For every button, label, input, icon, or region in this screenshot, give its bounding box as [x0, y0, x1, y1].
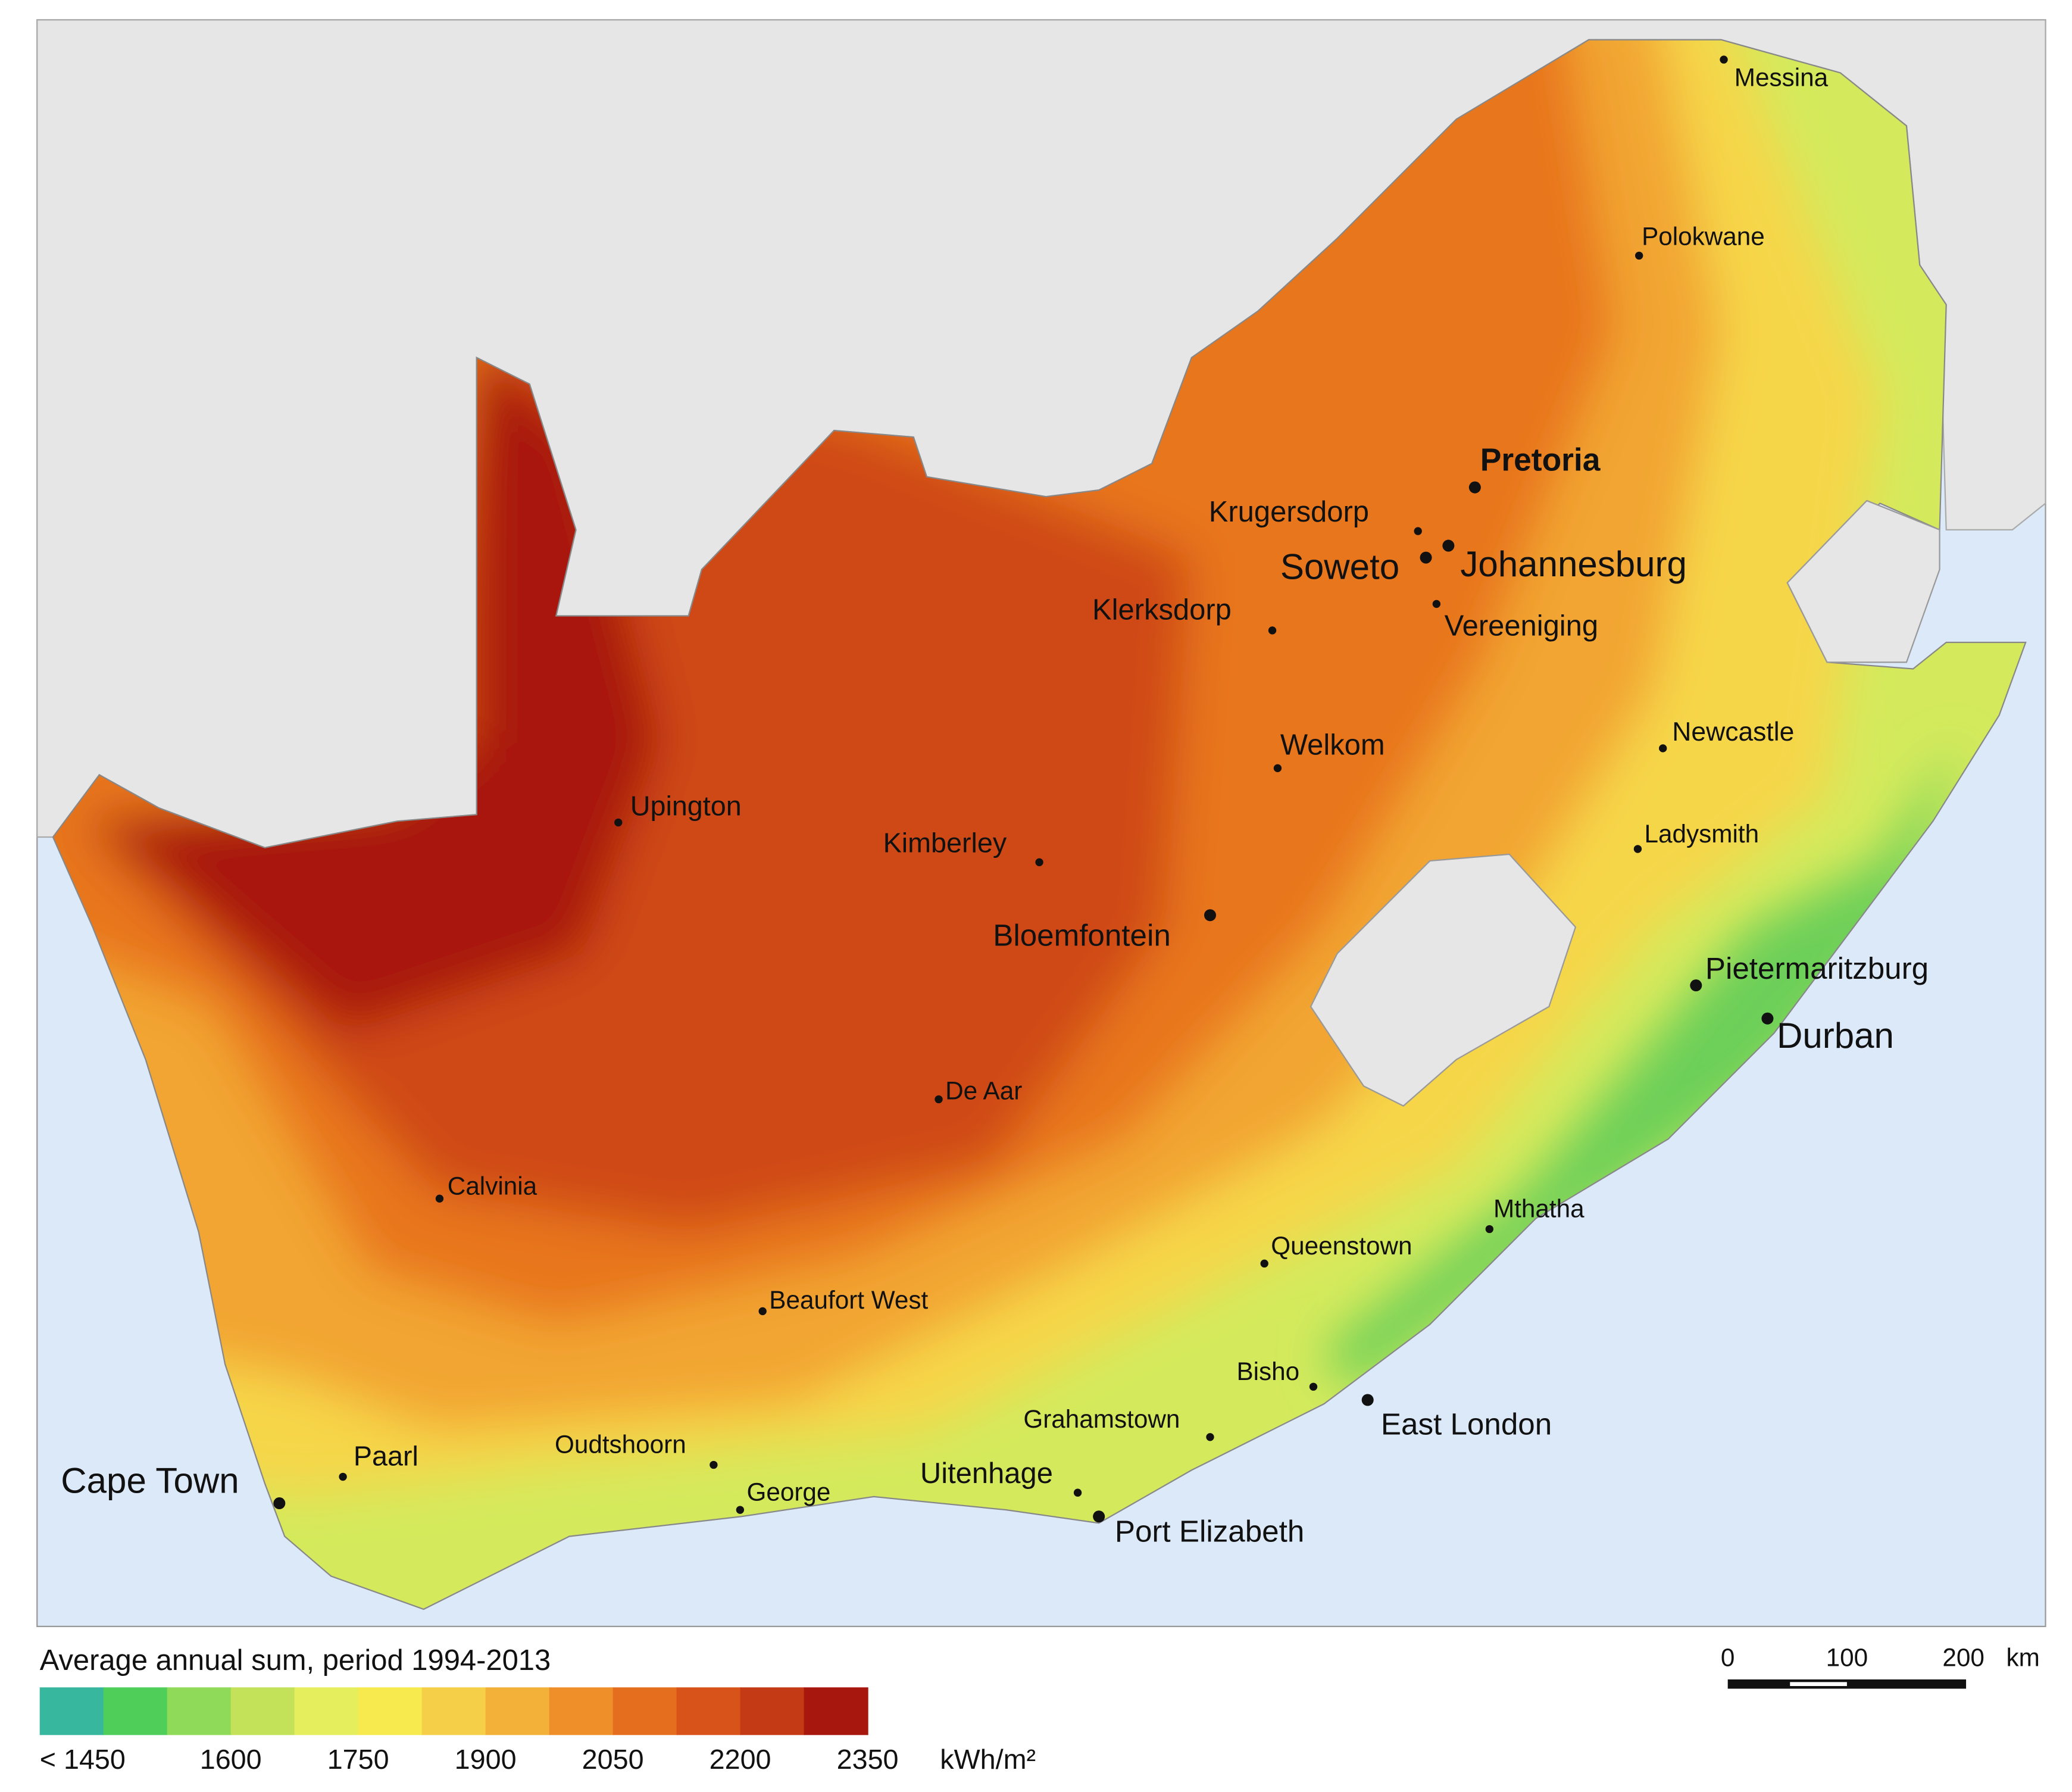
scale-label: 0 [1721, 1644, 1735, 1672]
scale-unit: km [2007, 1644, 2040, 1672]
city-dot [1659, 744, 1667, 753]
city-label: Krugersdorp [1209, 496, 1369, 528]
city-dot [935, 1095, 943, 1104]
city-dot [1633, 845, 1642, 853]
legend-swatch [676, 1687, 741, 1735]
city-dot [1420, 551, 1432, 564]
city-label: Kimberley [883, 828, 1007, 858]
city-label: Queenstown [1271, 1232, 1412, 1260]
legend-swatch [230, 1687, 295, 1735]
city-label: Paarl [354, 1441, 418, 1472]
legend: Average annual sum, period 1994-2013 kWh… [39, 1644, 1036, 1775]
city-dot [1206, 1433, 1214, 1441]
city-label: Polokwane [1642, 223, 1765, 251]
cities: Messina Polokwane Pretoria Krugersdorp Sowet… [61, 55, 1929, 1549]
city-label: Klerksdorp [1092, 594, 1232, 626]
city-label: Bloemfontein [993, 919, 1171, 953]
city-label: Calvinia [448, 1172, 537, 1200]
city-dot [758, 1307, 767, 1316]
legend-tick-label: 1600 [200, 1744, 262, 1775]
city-label: Grahamstown [1023, 1405, 1180, 1433]
legend-swatch [167, 1687, 232, 1735]
legend-tick-label: 2050 [582, 1744, 644, 1775]
legend-tick-label: 1750 [327, 1744, 389, 1775]
city-label: East London [1381, 1407, 1552, 1441]
city-label: Oudtshoorn [555, 1431, 686, 1459]
city-label: De Aar [945, 1077, 1022, 1105]
scale-bar: km 0 100 200 [1721, 1644, 2040, 1689]
city-dot [710, 1460, 718, 1469]
city-dot [1273, 764, 1282, 772]
city-dot [1073, 1488, 1082, 1497]
scale-label: 100 [1826, 1644, 1868, 1672]
legend-swatch [358, 1687, 423, 1735]
city-label: Newcastle [1672, 717, 1794, 747]
legend-swatch [485, 1687, 550, 1735]
city-dot [1485, 1225, 1493, 1234]
city-dot [1268, 626, 1277, 635]
legend-title: Average annual sum, period 1994-2013 [40, 1644, 551, 1677]
eswatini [1786, 499, 1940, 663]
city-label: Welkom [1280, 729, 1385, 761]
city-dot [339, 1472, 347, 1481]
city-label: Vereeniging [1445, 610, 1598, 642]
lesotho [1310, 853, 1577, 1107]
city-label: Durban [1777, 1016, 1894, 1056]
legend-swatch [612, 1687, 677, 1735]
city-dot [1468, 481, 1481, 494]
city-label: Mthatha [1493, 1195, 1585, 1223]
city-dot [1260, 1259, 1268, 1268]
legend-swatch [421, 1687, 486, 1735]
city-label: Beaufort West [769, 1286, 928, 1314]
legend-swatch [39, 1687, 104, 1735]
city-dot [1720, 55, 1728, 64]
city-label: Upington [630, 790, 742, 821]
city-dot [1093, 1510, 1105, 1523]
legend-swatch [804, 1687, 868, 1735]
scale-label: 200 [1942, 1644, 1984, 1672]
city-dot [1432, 600, 1441, 608]
city-dot [1635, 251, 1643, 260]
city-label: Messina [1735, 64, 1829, 92]
city-dot [614, 818, 623, 827]
legend-tick-label: 2350 [837, 1744, 899, 1775]
legend-swatch [103, 1687, 168, 1735]
city-label: George [746, 1478, 830, 1506]
city-dot [435, 1194, 444, 1203]
city-label: Johannesburg [1460, 544, 1687, 584]
city-label: Cape Town [61, 1461, 239, 1501]
legend-tick-label: 2200 [710, 1744, 771, 1775]
legend-swatch [294, 1687, 359, 1735]
legend-tick-label: 1900 [455, 1744, 517, 1775]
legend-tick-label: < 1450 [40, 1744, 126, 1775]
city-label: Soweto [1280, 547, 1399, 586]
city-dot [736, 1506, 745, 1514]
city-dot [1690, 979, 1702, 992]
city-label: Bisho [1236, 1357, 1299, 1385]
city-label: Pietermaritzburg [1705, 951, 1929, 985]
legend-swatch [740, 1687, 805, 1735]
city-label: Port Elizabeth [1115, 1515, 1304, 1549]
city-label: Ladysmith [1645, 820, 1760, 848]
city-dot [1309, 1382, 1318, 1391]
city-label: Pretoria [1480, 443, 1601, 478]
legend-swatch [549, 1687, 614, 1735]
city-dot [1442, 539, 1455, 552]
city-dot [1761, 1012, 1774, 1025]
legend-unit: kWh/m² [940, 1744, 1036, 1775]
city-dot [1035, 858, 1043, 866]
city-dot [1361, 1394, 1374, 1406]
scale-bar-segment [1790, 1682, 1847, 1687]
city-dot [1204, 909, 1217, 922]
city-dot [273, 1497, 286, 1510]
city-label: Uitenhage [920, 1457, 1053, 1490]
city-dot [1414, 527, 1422, 535]
